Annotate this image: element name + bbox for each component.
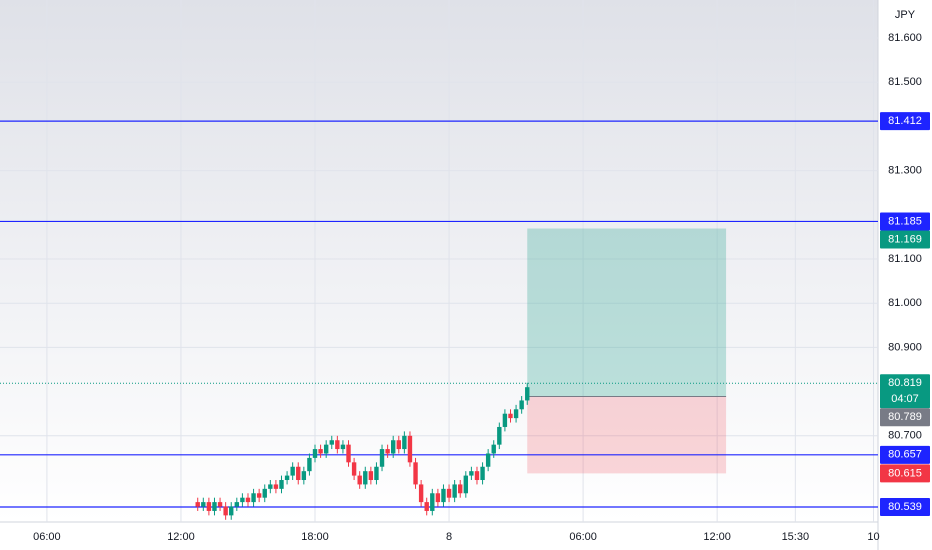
candle-body	[223, 506, 228, 516]
y-tick-label: 81.100	[888, 253, 922, 265]
candle-body	[458, 484, 463, 494]
candle-body	[379, 449, 385, 467]
candle-body	[340, 444, 346, 450]
x-tick-label: 12:00	[167, 531, 195, 543]
candle-body	[413, 462, 418, 485]
candle-body	[335, 440, 340, 450]
target-zone	[527, 228, 727, 397]
candle-body	[485, 453, 491, 467]
price-label-box	[880, 408, 930, 427]
candle-body	[262, 488, 267, 498]
candle-body	[391, 440, 396, 454]
candle-body	[268, 484, 273, 489]
candle-body	[396, 440, 401, 450]
x-tick-label: 8	[446, 531, 452, 543]
y-tick-label: 81.500	[888, 76, 922, 88]
candle-body	[279, 480, 284, 489]
candle-body	[469, 471, 474, 476]
price-label-box	[880, 230, 930, 249]
price-label: 80.657	[888, 449, 922, 461]
candle-body	[290, 466, 295, 476]
price-label: 80.819	[888, 377, 922, 389]
candle-body	[229, 506, 234, 516]
price-label-box	[880, 374, 930, 409]
price-label: 81.169	[888, 233, 922, 245]
candle-body	[329, 440, 334, 445]
candle-body	[307, 457, 312, 472]
candle-body	[318, 449, 323, 454]
candle-body	[441, 488, 446, 503]
stop-zone	[527, 396, 727, 474]
price-label: 81.185	[888, 215, 922, 227]
y-tick-label: 81.600	[888, 32, 922, 44]
candle-body	[217, 502, 223, 507]
price-label-box	[880, 212, 930, 231]
candle-body	[296, 466, 301, 481]
candle-body	[463, 475, 469, 494]
candle-body	[301, 471, 307, 481]
candle-body	[234, 502, 240, 507]
candle-body	[284, 475, 290, 481]
candle-body	[452, 484, 457, 498]
x-tick-label: 06:00	[569, 531, 597, 543]
y-tick-label: 80.700	[888, 430, 922, 442]
candle-body	[251, 493, 256, 503]
price-label: 80.615	[888, 467, 922, 479]
candle-body	[418, 484, 424, 503]
countdown: 04:07	[891, 393, 919, 405]
candle-body	[201, 502, 206, 507]
price-label-box	[880, 445, 930, 464]
candle-body	[346, 444, 351, 463]
time-axis	[0, 522, 878, 550]
candle-body	[435, 493, 441, 503]
x-tick-label: 15:30	[782, 531, 810, 543]
candle-body	[212, 502, 217, 511]
candle-body	[407, 435, 413, 463]
candle-body	[195, 502, 200, 507]
candle-body	[206, 502, 212, 511]
candle-body	[312, 449, 318, 458]
candle-body	[480, 466, 485, 481]
x-tick-label: 10	[867, 531, 879, 543]
candle-body	[363, 471, 368, 485]
candle-body	[240, 497, 245, 503]
candle-body	[513, 409, 519, 419]
y-tick-label: 81.000	[888, 297, 922, 309]
y-tick-label: 81.300	[888, 165, 922, 177]
candle-body	[256, 493, 262, 498]
price-label: 81.412	[888, 115, 922, 127]
x-tick-label: 12:00	[703, 531, 731, 543]
x-tick-label: 06:00	[33, 531, 61, 543]
price-label-box	[880, 497, 930, 516]
candle-body	[430, 493, 435, 511]
price-label-box	[880, 464, 930, 483]
candle-body	[385, 449, 390, 454]
candle-body	[368, 471, 374, 481]
price-label: 80.789	[888, 411, 922, 423]
candle-body	[519, 400, 524, 410]
candle-body	[424, 502, 429, 511]
candle-body	[502, 413, 508, 427]
candle-body	[273, 484, 279, 489]
y-tick-label: 80.900	[888, 341, 922, 353]
x-tick-label: 18:00	[301, 531, 329, 543]
candle-body	[525, 387, 530, 401]
candle-body	[323, 444, 329, 454]
plot-background	[0, 0, 878, 522]
candle-body	[357, 475, 362, 485]
candle-body	[351, 462, 357, 476]
price-label: 80.539	[888, 501, 922, 513]
candle-body	[491, 444, 496, 454]
candle-body	[508, 413, 513, 419]
currency: JPY	[895, 9, 916, 21]
candle-body	[474, 471, 480, 481]
candle-body	[497, 426, 502, 445]
price-label-box	[880, 112, 930, 131]
candle-body	[374, 466, 379, 481]
candle-body	[402, 435, 407, 450]
candle-body	[446, 488, 452, 498]
candle-body	[245, 497, 251, 503]
